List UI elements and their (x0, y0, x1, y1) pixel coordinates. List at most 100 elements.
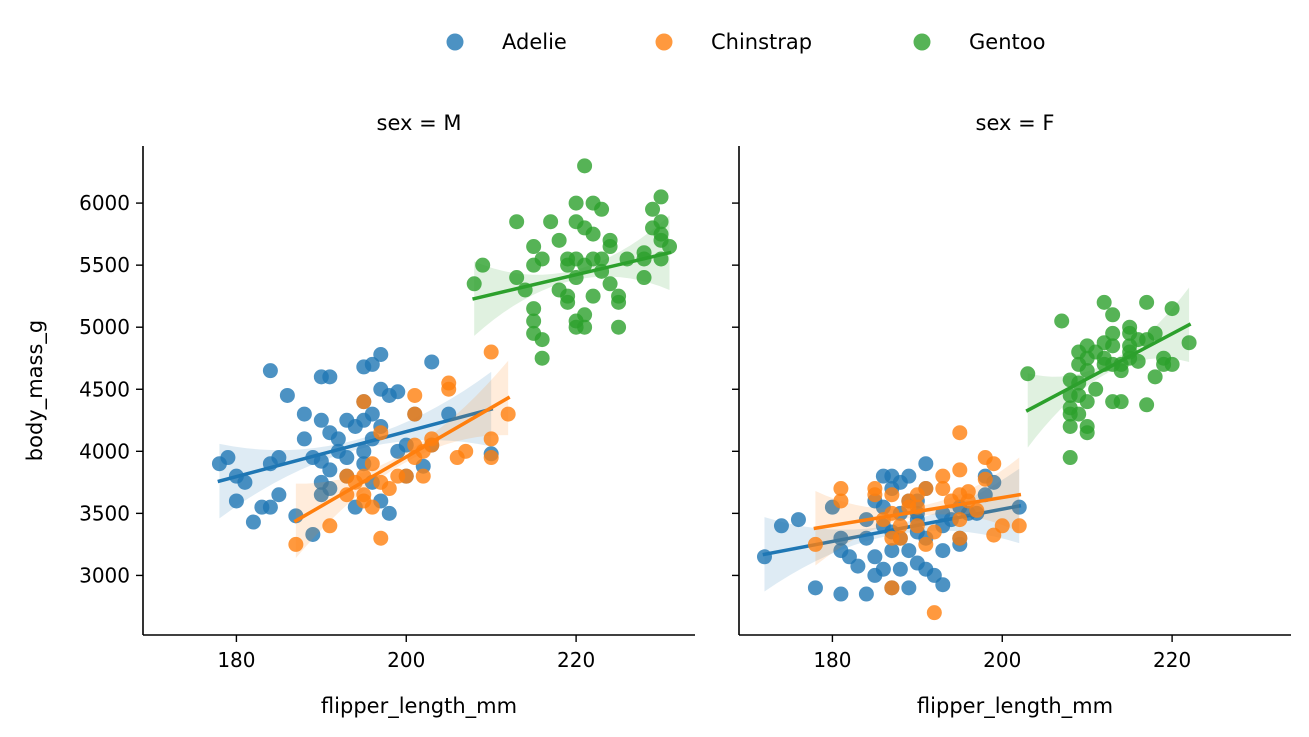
data-point-adelie (850, 558, 866, 574)
data-point-chinstrap (833, 493, 849, 509)
data-point-gentoo (1096, 294, 1112, 310)
data-point-gentoo (534, 251, 550, 267)
data-point-chinstrap (892, 518, 908, 534)
data-point-gentoo (534, 350, 550, 366)
data-point-chinstrap (884, 487, 900, 503)
data-point-adelie (262, 363, 278, 379)
x-axis-label: flipper_length_mm (917, 694, 1113, 719)
data-point-chinstrap (407, 387, 423, 403)
data-point-chinstrap (977, 471, 993, 487)
data-point-gentoo (1113, 394, 1129, 410)
data-point-adelie (364, 406, 380, 422)
x-tick-label: 220 (1153, 648, 1191, 672)
data-point-chinstrap (926, 524, 942, 540)
series-chinstrap (807, 425, 1027, 621)
regression-line-chinstrap (813, 492, 1022, 531)
data-point-chinstrap (288, 536, 304, 552)
data-point-chinstrap (935, 468, 951, 484)
legend: Adelie Chinstrap Gentoo (446, 30, 1045, 54)
data-point-gentoo (653, 189, 669, 205)
data-point-chinstrap (373, 530, 389, 546)
data-point-gentoo (1113, 363, 1129, 379)
data-point-chinstrap (441, 381, 457, 397)
data-point-adelie (237, 474, 253, 490)
data-point-adelie (884, 543, 900, 559)
data-point-gentoo (577, 319, 593, 335)
legend-label-gentoo: Gentoo (969, 30, 1045, 54)
legend-marker-adelie (446, 33, 464, 51)
legend-item-adelie: Adelie (446, 30, 567, 54)
series-adelie (211, 347, 499, 542)
data-point-chinstrap (994, 518, 1010, 534)
x-tick-label: 180 (813, 648, 851, 672)
regression-line-adelie (217, 406, 494, 484)
data-point-chinstrap (909, 518, 925, 534)
data-point-adelie (322, 462, 338, 478)
data-point-adelie (245, 514, 261, 530)
legend-marker-chinstrap (655, 33, 673, 51)
data-point-adelie (356, 443, 372, 459)
data-point-gentoo (534, 332, 550, 348)
data-point-gentoo (602, 232, 618, 248)
panel-title: sex = M (377, 111, 462, 135)
data-point-adelie (867, 549, 883, 565)
data-point-gentoo (1020, 366, 1036, 382)
data-point-gentoo (594, 251, 610, 267)
data-point-gentoo (585, 226, 601, 242)
data-point-gentoo (568, 195, 584, 211)
chart-panels: sex = M 180 200 220 3000 3500 4000 4500 5000 5500… (23, 111, 1291, 719)
x-tick-label: 220 (557, 648, 595, 672)
data-point-gentoo (602, 276, 618, 292)
regression-line-chinstrap (293, 395, 511, 524)
data-point-gentoo (1105, 325, 1121, 341)
y-tick-label: 5000 (79, 315, 130, 339)
data-point-chinstrap (952, 462, 968, 478)
data-point-adelie (313, 412, 329, 428)
data-point-chinstrap (833, 481, 849, 497)
x-axis-label: flipper_length_mm (321, 694, 517, 719)
legend-label-chinstrap: Chinstrap (711, 30, 812, 54)
data-point-gentoo (1088, 381, 1104, 397)
y-tick-label: 5500 (79, 253, 130, 277)
y-tick-label: 4500 (79, 377, 130, 401)
legend-item-chinstrap: Chinstrap (655, 30, 812, 54)
data-point-gentoo (1079, 394, 1095, 410)
data-point-gentoo (585, 288, 601, 304)
legend-marker-gentoo (913, 33, 931, 51)
data-point-gentoo (466, 276, 482, 292)
data-point-adelie (875, 561, 891, 577)
data-point-chinstrap (415, 468, 431, 484)
data-point-adelie (390, 384, 406, 400)
data-point-adelie (279, 387, 295, 403)
data-point-gentoo (636, 270, 652, 286)
data-point-chinstrap (483, 450, 499, 466)
data-point-adelie (271, 450, 287, 466)
data-point-gentoo (1139, 397, 1155, 413)
data-point-gentoo (1139, 294, 1155, 310)
data-point-chinstrap (969, 502, 985, 518)
data-point-adelie (790, 512, 806, 528)
y-tick-label: 6000 (79, 191, 130, 215)
data-point-adelie (228, 493, 244, 509)
regression-line-gentoo (1025, 322, 1192, 413)
data-point-gentoo (475, 257, 491, 273)
data-point-gentoo (1079, 363, 1095, 379)
data-point-chinstrap (322, 518, 338, 534)
data-point-chinstrap (952, 530, 968, 546)
data-point-adelie (364, 356, 380, 372)
data-point-gentoo (509, 270, 525, 286)
data-point-adelie (220, 450, 236, 466)
data-point-gentoo (1071, 406, 1087, 422)
data-point-chinstrap (458, 443, 474, 459)
data-point-chinstrap (952, 425, 968, 441)
data-point-adelie (271, 487, 287, 503)
data-point-gentoo (1105, 338, 1121, 354)
data-point-chinstrap (1011, 518, 1027, 534)
data-point-adelie (296, 431, 312, 447)
data-point-adelie (807, 580, 823, 596)
data-point-gentoo (577, 307, 593, 323)
data-point-adelie (381, 505, 397, 521)
data-point-gentoo (526, 239, 542, 255)
data-point-chinstrap (483, 431, 499, 447)
